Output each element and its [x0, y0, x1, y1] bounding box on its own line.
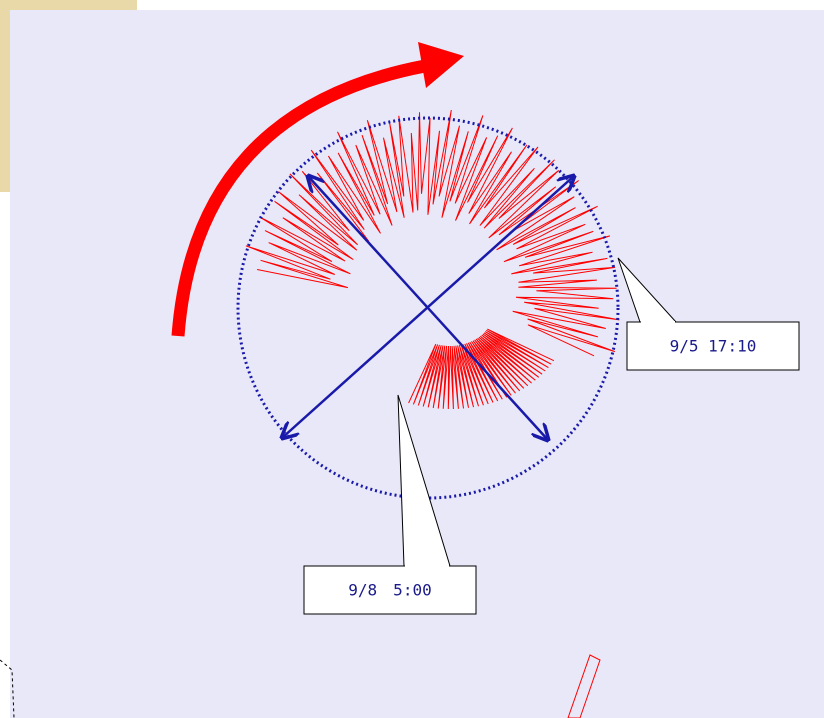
range-circle [236, 116, 620, 500]
callout-label: 9/5 17:10 [670, 337, 757, 356]
trajectory-tail [567, 654, 601, 718]
callout-box [626, 321, 800, 371]
callout-label: 9/8 5:00 [348, 581, 431, 600]
diameter-arrow [282, 176, 574, 438]
callout-box [303, 565, 477, 615]
rotation-arrow [171, 59, 427, 337]
rotation-arrow-head [418, 42, 464, 88]
